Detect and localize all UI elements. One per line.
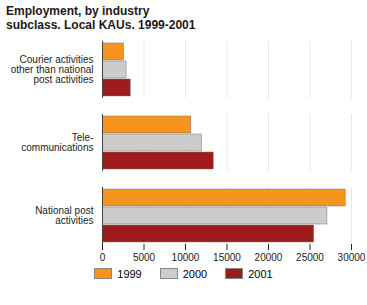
svg-text:30000: 30000: [338, 252, 366, 263]
html-text:Employment, by industry subcla: Employment, by industry subclass. Local …: [6, 4, 196, 32]
svg-text:Tele-communications: Tele-communications: [21, 132, 93, 153]
svg-text:10000: 10000: [172, 252, 200, 263]
svg-text:20000: 20000: [255, 252, 283, 263]
svg-text:Courier activitiesother than n: Courier activitiesother than nationalpos…: [11, 54, 94, 85]
svg-text:15000: 15000: [213, 252, 241, 263]
svg-text:National postactivities: National postactivities: [35, 205, 94, 226]
html-text:2001: 2001: [248, 268, 273, 280]
html-text:2000: 2000: [182, 268, 208, 280]
svg-text:25000: 25000: [296, 252, 324, 263]
html-text:1999: 1999: [117, 268, 142, 280]
svg-text:5000: 5000: [133, 252, 156, 263]
svg-text:0: 0: [100, 252, 106, 263]
